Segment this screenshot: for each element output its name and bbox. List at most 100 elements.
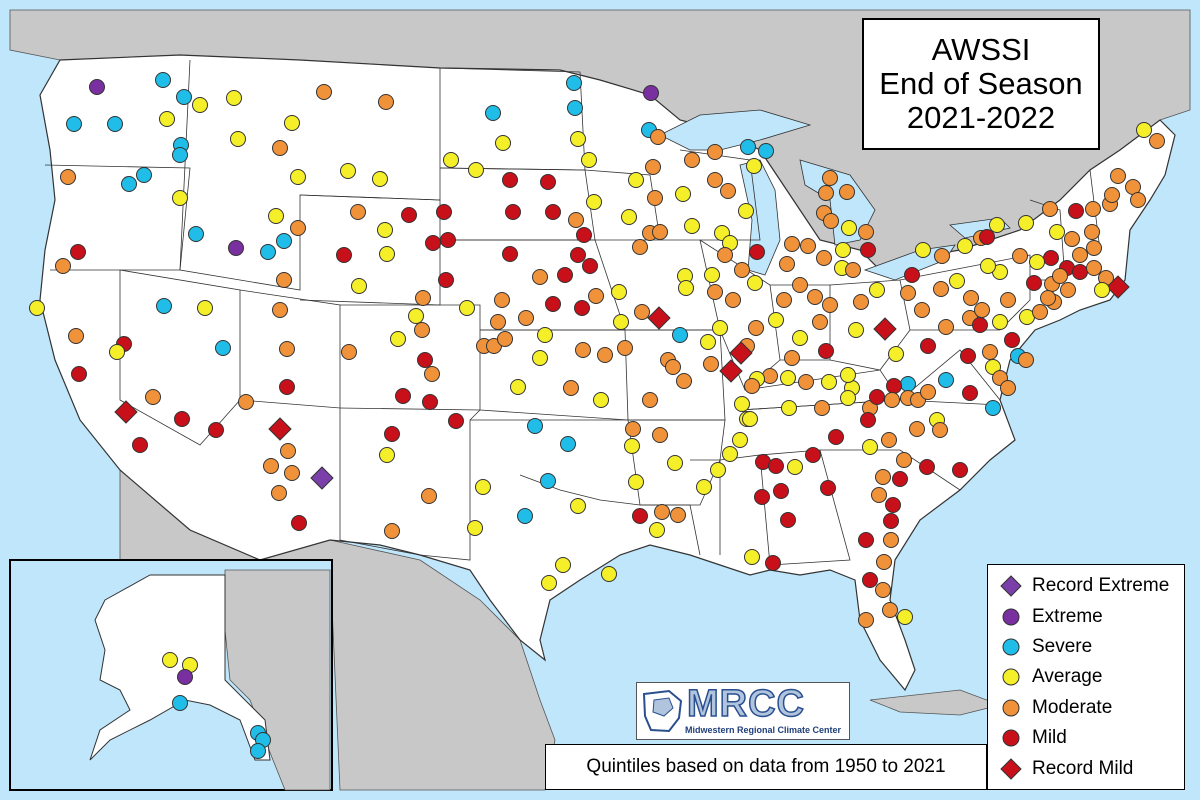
station-average xyxy=(738,203,754,219)
station-mild xyxy=(883,513,899,529)
station-mild xyxy=(540,174,556,190)
station-average xyxy=(862,439,878,455)
station-average xyxy=(495,135,511,151)
legend-item-record_extreme: Record Extreme xyxy=(998,571,1184,601)
station-mild xyxy=(749,244,765,260)
station-mild xyxy=(174,411,190,427)
station-moderate xyxy=(938,319,954,335)
station-average xyxy=(109,344,125,360)
station-mild xyxy=(754,489,770,505)
station-average xyxy=(570,498,586,514)
station-severe xyxy=(566,75,582,91)
station-average xyxy=(700,334,716,350)
station-mild xyxy=(860,242,876,258)
station-extreme xyxy=(177,669,193,685)
station-moderate xyxy=(384,523,400,539)
midwest-logo-icon xyxy=(642,689,683,733)
station-moderate xyxy=(779,256,795,272)
station-moderate xyxy=(1060,282,1076,298)
station-average xyxy=(468,162,484,178)
legend-symbol-circle-icon xyxy=(998,636,1024,658)
station-moderate xyxy=(776,292,792,308)
station-mild xyxy=(440,232,456,248)
station-moderate xyxy=(238,394,254,410)
station-moderate xyxy=(518,310,534,326)
station-average xyxy=(781,400,797,416)
station-moderate xyxy=(822,297,838,313)
station-average xyxy=(537,327,553,343)
station-average xyxy=(780,370,796,386)
station-mild xyxy=(920,338,936,354)
station-severe xyxy=(938,372,954,388)
legend-item-severe: Severe xyxy=(998,632,1184,662)
mrcc-logo: MRCC Midwestern Regional Climate Center xyxy=(636,682,850,740)
station-mild xyxy=(858,532,874,548)
station-moderate xyxy=(532,269,548,285)
station-mild xyxy=(576,227,592,243)
station-moderate xyxy=(642,392,658,408)
station-extreme xyxy=(643,85,659,101)
station-mild xyxy=(860,412,876,428)
station-average xyxy=(678,280,694,296)
station-average xyxy=(613,314,629,330)
station-moderate xyxy=(60,169,76,185)
station-average xyxy=(372,171,388,187)
station-average xyxy=(586,194,602,210)
station-moderate xyxy=(909,421,925,437)
station-moderate xyxy=(316,84,332,100)
station-moderate xyxy=(963,290,979,306)
station-mild xyxy=(1043,250,1059,266)
station-mild xyxy=(422,394,438,410)
station-moderate xyxy=(853,294,869,310)
station-average xyxy=(710,462,726,478)
station-moderate xyxy=(882,602,898,618)
station-moderate xyxy=(1130,192,1146,208)
station-severe xyxy=(260,244,276,260)
station-moderate xyxy=(1086,260,1102,276)
station-moderate xyxy=(563,380,579,396)
legend-item-moderate: Moderate xyxy=(998,693,1184,723)
station-mild xyxy=(765,555,781,571)
station-severe xyxy=(758,143,774,159)
station-record_mild xyxy=(719,359,743,383)
station-moderate xyxy=(1040,290,1056,306)
station-mild xyxy=(557,267,573,283)
legend-item-mild: Mild xyxy=(998,723,1184,753)
station-moderate xyxy=(822,170,838,186)
station-mild xyxy=(632,508,648,524)
station-moderate xyxy=(568,212,584,228)
station-mild xyxy=(1068,203,1084,219)
station-moderate xyxy=(378,94,394,110)
lake-erie xyxy=(863,244,956,281)
legend-label: Severe xyxy=(1032,635,1093,657)
station-moderate xyxy=(588,288,604,304)
station-average xyxy=(624,438,640,454)
legend-label: Moderate xyxy=(1032,696,1113,718)
station-moderate xyxy=(684,152,700,168)
station-moderate xyxy=(1104,187,1120,203)
station-average xyxy=(649,522,665,538)
station-severe xyxy=(107,116,123,132)
station-moderate xyxy=(55,258,71,274)
station-record_mild xyxy=(647,306,671,330)
station-moderate xyxy=(720,183,736,199)
station-moderate xyxy=(68,328,84,344)
station-mild xyxy=(70,244,86,260)
station-average xyxy=(601,566,617,582)
station-severe xyxy=(567,100,583,116)
station-mild xyxy=(780,512,796,528)
station-average xyxy=(747,275,763,291)
station-average xyxy=(675,186,691,202)
quintile-note: Quintiles based on data from 1950 to 202… xyxy=(545,744,987,790)
station-mild xyxy=(545,296,561,312)
station-average xyxy=(541,575,557,591)
station-mild xyxy=(448,413,464,429)
station-moderate xyxy=(717,247,733,263)
station-moderate xyxy=(415,290,431,306)
station-moderate xyxy=(280,443,296,459)
station-moderate xyxy=(896,452,912,468)
station-moderate xyxy=(800,238,816,254)
title-line-3: 2021-2022 xyxy=(906,100,1056,135)
station-moderate xyxy=(858,224,874,240)
station-moderate xyxy=(652,224,668,240)
